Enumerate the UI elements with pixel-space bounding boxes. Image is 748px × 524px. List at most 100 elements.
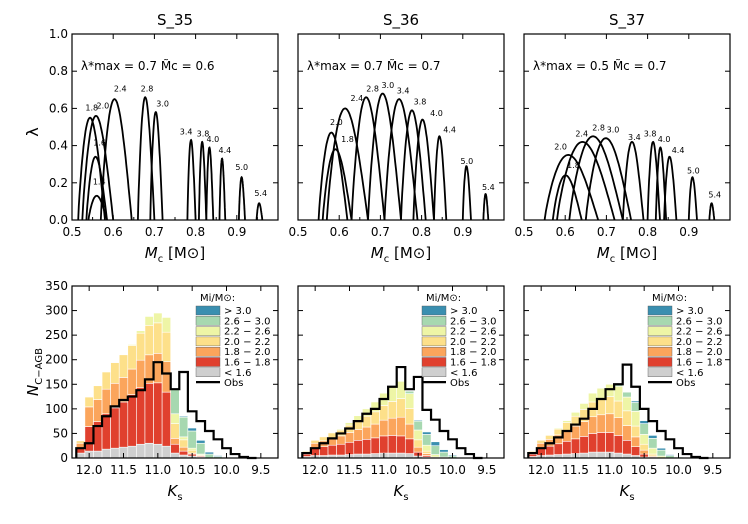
legend-swatch [195,367,221,377]
lambda-curve-3.8 [198,140,208,221]
bar-segment-1-61.8 [622,440,632,455]
lambda-curve-5.4 [255,202,264,221]
bar-segment-2-02.2 [75,440,86,444]
bar-segment-1-61.8 [613,435,624,454]
bar-segment-2-02.2 [422,450,432,454]
bar-segment-3-0 [430,441,440,447]
x-tick-label: 10.5 [179,463,206,477]
bar-segment-2-22.6 [422,444,432,452]
legend-label: 2.6 − 3.0 [224,316,271,327]
bar-segment-1-6 [613,452,624,459]
lambda-panel: 0.5 0.6 0.7 0.8 0.9 λ*max = 0.5 M̃c = 0.7 1.8 2… [514,33,731,265]
bar-segment-2-22.6 [605,383,615,397]
bar-segment-2-63.0 [622,391,632,398]
lambda-curve-4.0 [654,146,667,221]
bar-segment-2-22.6 [613,385,624,402]
bar-segment-3-0 [204,451,214,455]
x-tick-label: 11.5 [336,463,363,477]
bar-segment-2-02.2 [387,401,398,419]
bar-segment-1-6 [588,451,598,459]
curve-label: 4.0 [207,135,220,144]
panel-annotation: λ*max = 0.7 M̃c = 0.6 [81,59,215,73]
curve-label: 1.4 [93,178,106,187]
bar-segment-1-61.8 [404,438,415,454]
bar-segment-1-6 [387,452,398,459]
bar-segment-2-22.6 [570,411,581,417]
curve-label: 3.4 [397,87,410,96]
bar-segment-2-02.2 [144,325,154,356]
legend-label: Obs [450,378,469,389]
y-tick-label: 0.6 [49,101,68,115]
lambda-curve-5.0 [687,176,698,221]
curve-label: 3.8 [644,129,657,138]
bar-segment-2-02.2 [93,385,103,400]
bar-segment-1-6 [370,453,380,459]
bar-segment-2-63.0 [639,423,649,435]
y-tick-label: 150 [45,377,68,391]
bar-segment-2-22.6 [639,434,649,445]
bar-segment-3-0 [187,427,197,432]
bar-segment-2-63.0 [413,420,423,431]
legend-label: 2.0 − 2.2 [224,337,271,348]
bar-segment-2-22.6 [161,317,172,333]
legend-swatch [195,305,221,316]
bar-segment-2-02.2 [596,398,606,416]
bar-segment-1-61.8 [136,387,146,445]
bar-segment-2-02.2 [161,331,172,362]
x-axis-label: Mc [M⊙] [145,244,205,265]
y-tick-label: 50 [53,426,68,440]
bar-segment-1-6 [93,450,103,459]
bar-segment-2-22.6 [553,427,563,430]
lambda-curve-4.4 [218,157,227,221]
plot-frame [297,285,505,459]
bar-segment-2-22.6 [370,401,380,413]
x-axis-label: Ks [619,482,634,503]
lambda-curve-3.0 [367,92,402,221]
legend-swatch [647,347,673,357]
bar-segment-2-02.2 [379,405,389,421]
x-tick-label: 9.5 [251,463,270,477]
x-tick-label: 9.5 [703,463,722,477]
bar-segment-1-82.0 [336,435,346,445]
bar-segment-1-6 [110,447,120,459]
lambda-curve-3.8 [400,109,427,221]
lambda-curve-3.4 [622,140,645,221]
curve-label: 3.8 [197,129,210,138]
bar-segment-2-02.2 [413,439,423,448]
lambda-curve-2.4 [325,107,369,221]
bar-segment-2-22.6 [579,403,589,410]
y-tick-label: 0 [60,451,68,465]
legend-label: Obs [676,378,695,389]
y-tick-label: 0.0 [49,213,68,227]
bar-segment-2-02.2 [170,423,180,439]
bar-segment-2-22.6 [404,393,415,409]
bar-segment-2-02.2 [553,428,563,436]
curve-label: 1.8 [85,103,98,112]
bar-segment-3-0 [178,415,189,418]
bar-segment-2-02.2 [536,440,546,444]
bar-segment-1-82.0 [153,353,163,384]
legend-label: 2.0 − 2.2 [450,337,497,348]
curve-label: 2.8 [592,124,605,133]
x-axis-label: Mc [M⊙] [371,244,431,265]
bar-segment-3-0 [630,400,641,403]
bar-segment-1-61.8 [562,440,572,455]
bar-segment-1-82.0 [588,416,598,434]
bar-segment-1-61.8 [153,382,163,445]
legend-swatch [647,357,673,367]
lambda-curve-2.0 [81,114,115,221]
curve-label: 3.0 [156,100,169,109]
bar-segment-1-82.0 [110,383,120,409]
bar-segment-1-82.0 [413,446,423,453]
panel-annotation: λ*max = 0.5 M̃c = 0.7 [533,59,667,73]
lambda-curve-4.4 [663,155,678,221]
bar-segment-1-82.0 [362,426,372,440]
bar-segment-1-61.8 [370,437,380,454]
bar-segment-2-63.0 [196,442,206,455]
luminosity-panel: 12.0 11.5 11.0 10.5 10.0 9.5 Mi/M⊙: > 3.02.6 − … [523,285,731,503]
curve-label: 2.8 [366,85,379,94]
plot-frame [71,285,279,459]
x-axis-symbol: K [393,482,404,500]
bar-segment-1-82.0 [622,425,632,441]
lambda-curve-3.0 [149,110,164,221]
